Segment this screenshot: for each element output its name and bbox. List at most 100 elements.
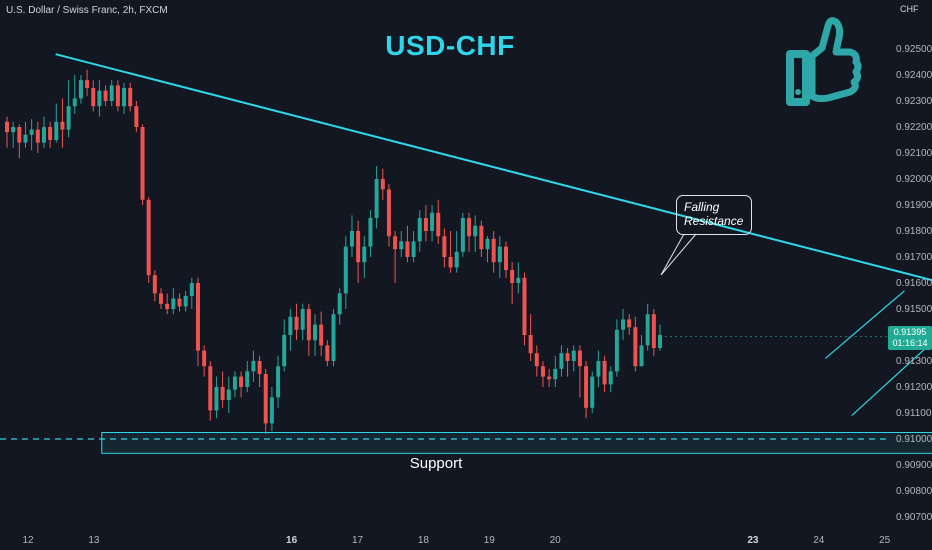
candle-body (393, 236, 398, 250)
candle-body (522, 277, 527, 335)
candle-body (66, 106, 71, 130)
candle-body (577, 350, 582, 367)
candle-body (171, 298, 176, 309)
candle-body (442, 236, 447, 257)
candle-body (35, 129, 40, 143)
candle-body (491, 238, 496, 263)
candle-body (460, 218, 465, 252)
candle-body (122, 88, 127, 107)
thumbs-up-icon (786, 17, 862, 106)
time-tick-label: 18 (418, 535, 430, 546)
time-axis: 1213161718192023242526273031 (22, 535, 891, 546)
candle-body (115, 85, 120, 107)
candle-body (337, 293, 342, 315)
candle-body (405, 241, 410, 257)
candle-body (331, 314, 336, 361)
candle-body (473, 225, 478, 237)
candle-body (152, 275, 157, 294)
candle-body (109, 85, 114, 101)
candle-body (159, 293, 164, 304)
candle-body (226, 389, 231, 400)
candle-body (343, 246, 348, 294)
candle-body (534, 353, 539, 367)
candle-body (306, 309, 311, 341)
candle-body (467, 218, 472, 237)
candle-body (399, 241, 404, 250)
price-tick-label: 0.91200 (896, 382, 932, 393)
candle-body (319, 324, 324, 346)
callout-line-2: Resistance (684, 214, 744, 228)
candle-body (245, 371, 250, 387)
candle-body (651, 314, 656, 348)
time-tick-label: 12 (22, 535, 34, 546)
price-tick-label: 0.91800 (896, 226, 932, 237)
candle-body (48, 127, 53, 140)
candle-body (349, 231, 354, 247)
candle-body (436, 212, 441, 237)
candle-body (60, 121, 65, 130)
candle-body (565, 353, 570, 361)
candle-body (528, 335, 533, 354)
candle-body (41, 127, 46, 143)
price-tick-label: 0.91100 (896, 408, 932, 419)
candle-body (639, 345, 644, 367)
candle-body (165, 303, 170, 309)
candle-body (614, 329, 619, 372)
channel-lower-line (851, 341, 932, 417)
chart-title: USD-CHF (385, 30, 515, 61)
candle-body (362, 246, 367, 263)
falling-resistance-line (55, 53, 932, 282)
candle-body (72, 98, 77, 107)
price-tick-label: 0.92200 (896, 122, 932, 133)
time-tick-label: 25 (879, 535, 891, 546)
candle-body (510, 270, 515, 283)
candle-body (251, 361, 256, 372)
candle-body (208, 366, 213, 411)
price-tick-label: 0.90900 (896, 460, 932, 471)
candle-body (503, 246, 508, 270)
candle-body (454, 251, 459, 268)
candle-body (485, 238, 490, 250)
candle-body (386, 189, 391, 237)
candle-body (411, 241, 416, 257)
price-tick-label: 0.91500 (896, 304, 932, 315)
callout-line-1: Falling (684, 200, 720, 214)
candle-body (608, 371, 613, 385)
price-tick-label: 0.92000 (896, 174, 932, 185)
candle-body (559, 353, 564, 369)
candle-body (183, 296, 188, 307)
candle-body (430, 212, 435, 231)
currency-label: CHF (900, 4, 919, 14)
support-label: Support (409, 455, 463, 472)
drawings-layer (0, 53, 932, 454)
candle-body (134, 106, 139, 127)
price-tick-label: 0.91000 (896, 434, 932, 445)
time-tick-label: 13 (88, 535, 100, 546)
candle-body (313, 324, 318, 341)
falling-resistance-callout[interactable]: Falling Resistance (676, 195, 752, 235)
candle-body (128, 88, 133, 107)
price-tick-label: 0.92300 (896, 96, 932, 107)
candle-body (220, 387, 225, 400)
price-tick-label: 0.90700 (896, 512, 932, 523)
candle-body (590, 376, 595, 408)
time-tick-label: 16 (286, 535, 298, 546)
candles-layer (5, 69, 662, 434)
candle-body (540, 366, 545, 377)
candle-body (658, 335, 662, 348)
candle-body (177, 298, 182, 307)
candle-body (214, 387, 219, 411)
channel-upper-line (825, 290, 905, 359)
candle-body (140, 127, 145, 200)
candle-body (269, 397, 274, 424)
candle-body (571, 350, 576, 361)
time-tick-label: 24 (813, 535, 825, 546)
price-tick-label: 0.91900 (896, 200, 932, 211)
candle-body (195, 283, 200, 351)
candle-body (282, 335, 287, 367)
callout-tail (660, 233, 697, 276)
candle-body (325, 345, 330, 361)
candle-body (97, 90, 102, 107)
price-tick-label: 0.91300 (896, 356, 932, 367)
